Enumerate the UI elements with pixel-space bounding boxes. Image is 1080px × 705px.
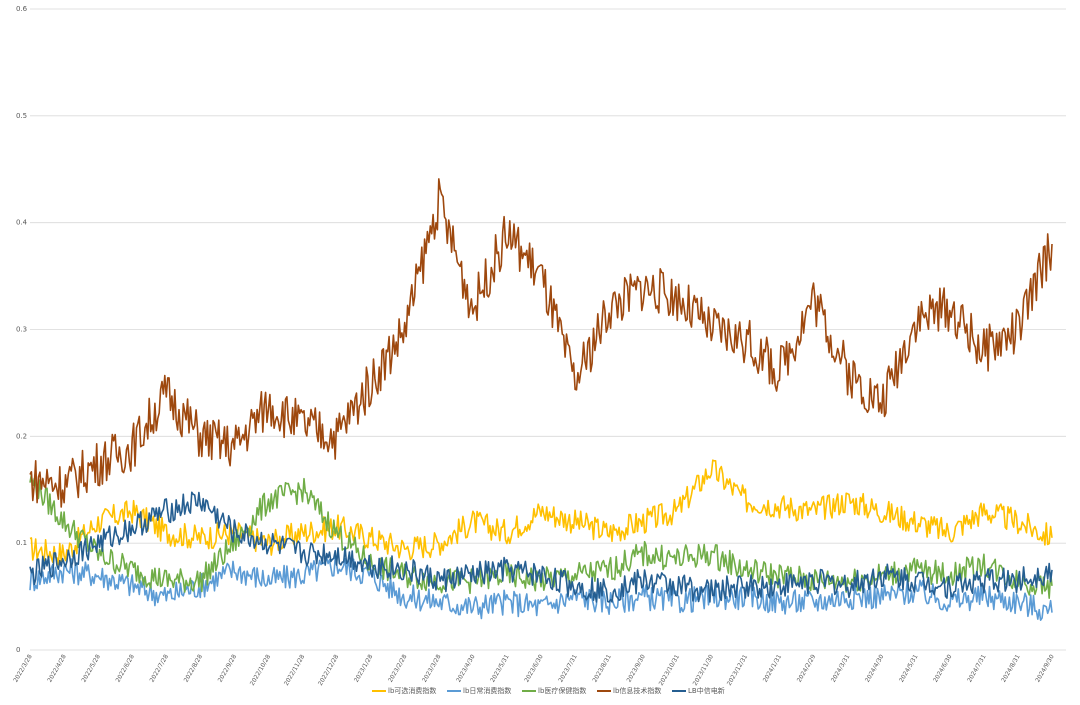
series-lines (29, 178, 1053, 622)
legend-label-3: lb信息技术指数 (613, 686, 661, 695)
y-axis-tick-labels: 0 0.1 0.2 0.3 0.4 0.5 0.6 (16, 5, 28, 654)
series-line-3 (29, 178, 1053, 508)
y-tick-label: 0.6 (16, 5, 28, 13)
y-tick-label: 0.4 (16, 219, 28, 227)
y-tick-label: 0.1 (16, 539, 27, 547)
legend-label-2: lb医疗保健指数 (538, 686, 586, 695)
legend-label-4: LB中信电新 (688, 686, 725, 695)
y-tick-label: 0 (16, 646, 20, 654)
series-line-0 (29, 459, 1053, 566)
legend: lb可选消费指数 lb日常消费指数 lb医疗保健指数 lb信息技术指数 LB中信电新 (372, 686, 725, 695)
series-line-2 (29, 473, 1053, 600)
series-line-1 (29, 556, 1053, 622)
series-line-4 (29, 491, 1053, 603)
legend-label-1: lb日常消费指数 (463, 686, 511, 695)
y-tick-label: 0.5 (16, 112, 27, 120)
y-tick-label: 0.2 (16, 432, 27, 440)
legend-label-0: lb可选消费指数 (388, 686, 436, 695)
y-tick-label: 0.3 (16, 326, 27, 334)
